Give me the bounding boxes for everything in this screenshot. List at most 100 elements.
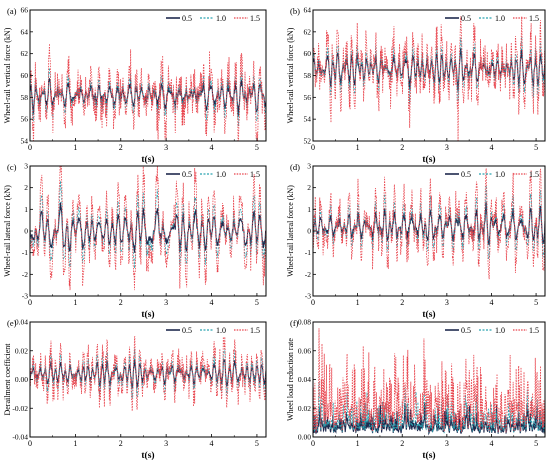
panel-label: (e)	[7, 318, 17, 328]
y-tick-label: 60	[21, 71, 29, 80]
x-tick-label: 4	[210, 143, 214, 152]
y-tick-label: 3	[307, 162, 311, 171]
legend-label: 1.5	[529, 14, 539, 23]
y-tick-label: 1	[307, 205, 311, 214]
x-tick-label: 2	[119, 143, 123, 152]
y-axis-label: Wheel-rail lateral force (kN)	[286, 185, 295, 277]
x-axis-label: t(s)	[422, 309, 435, 320]
x-tick-label: 3	[445, 143, 449, 152]
x-tick-label: 4	[210, 298, 214, 307]
y-tick-label: 62	[304, 27, 312, 36]
x-tick-label: 3	[445, 439, 449, 448]
legend-label: 1.0	[216, 170, 226, 179]
plot-frame	[29, 165, 267, 297]
x-tick-label: 2	[119, 439, 123, 448]
x-tick-label: 3	[164, 439, 168, 448]
y-tick-label: 64	[304, 6, 312, 15]
legend: 0.5 1.0 1.5	[166, 326, 260, 335]
y-tick-label: 0.02	[15, 346, 28, 355]
x-tick-label: 2	[400, 439, 404, 448]
legend-label: 0.5	[182, 326, 192, 335]
y-tick-label: 0.04	[15, 318, 28, 327]
y-tick-label: -0.04	[12, 433, 28, 442]
x-tick-label: 1	[73, 143, 77, 152]
y-tick-label: 58	[21, 93, 29, 102]
panel-a: 0 1 2 3 4 5 54 56 58 60 62 64 66 t(s) Wheel-rail verti…	[3, 6, 267, 165]
legend: 0.5 1.0 1.5	[166, 14, 260, 23]
legend-label: 1.5	[529, 326, 539, 335]
x-tick-label: 3	[445, 298, 449, 307]
legend-label: 1.0	[216, 326, 226, 335]
series-line-1-0	[30, 67, 266, 127]
y-tick-label: 0.06	[298, 346, 311, 355]
legend: 0.5 1.0 1.5	[445, 326, 539, 335]
panel-label: (d)	[290, 162, 300, 172]
legend-label: 1.0	[495, 326, 505, 335]
panel-f: 0 1 2 3 4 5 0.00 0.02 0.04 0.06 0.08 t(s) Wheel load…	[286, 318, 546, 461]
x-tick-label: 4	[489, 439, 493, 448]
y-tick-label: 58	[304, 71, 312, 80]
y-axis-label: Wheel load reduction rate	[286, 338, 295, 421]
series-line-1-5	[30, 43, 266, 141]
series-line-1-0	[30, 348, 266, 399]
y-tick-label: 54	[21, 137, 29, 146]
panel-e: 0 1 2 3 4 5 -0.04 -0.02 0.00 0.02 0.04 t(s) Derailme…	[3, 318, 267, 461]
x-tick-label: 2	[119, 298, 123, 307]
x-tick-label: 4	[489, 143, 493, 152]
x-tick-label: 0	[311, 143, 315, 152]
x-axis-label: t(s)	[422, 450, 435, 461]
legend: 0.5 1.0 1.5	[445, 170, 539, 179]
y-tick-label: -3	[22, 292, 28, 301]
y-tick-label: 52	[304, 137, 312, 146]
legend-label: 1.5	[250, 14, 260, 23]
panel-label: (b)	[290, 6, 300, 16]
x-tick-label: 1	[356, 143, 360, 152]
x-tick-label: 4	[210, 439, 214, 448]
x-tick-label: 5	[534, 298, 538, 307]
y-axis-label: Wheel-rail vertical force (kN)	[286, 27, 295, 123]
x-tick-label: 2	[400, 298, 404, 307]
y-tick-label: 0.00	[298, 433, 311, 442]
x-tick-label: 0	[311, 298, 315, 307]
x-tick-label: 4	[489, 298, 493, 307]
y-tick-label: -2	[22, 270, 28, 279]
x-tick-label: 1	[73, 439, 77, 448]
x-tick-label: 5	[255, 298, 259, 307]
y-tick-label: 64	[21, 27, 29, 36]
x-tick-label: 0	[28, 143, 32, 152]
x-tick-label: 5	[255, 143, 259, 152]
x-tick-label: 0	[28, 439, 32, 448]
legend-label: 0.5	[182, 14, 192, 23]
panel-c: 0 1 2 3 4 5 -3 -2 -1 0 1 2 3 t(s) Wheel-rail lateral f…	[3, 162, 267, 320]
x-tick-label: 0	[311, 439, 315, 448]
x-axis-label: t(s)	[422, 154, 435, 165]
panel-label: (c)	[7, 162, 17, 172]
y-tick-label: 2	[307, 183, 311, 192]
legend-label: 1.0	[216, 14, 226, 23]
x-tick-label: 3	[164, 298, 168, 307]
legend: 0.5 1.0 1.5	[166, 170, 260, 179]
legend-label: 1.0	[495, 14, 505, 23]
legend-label: 1.5	[250, 326, 260, 335]
series-line-1-5	[313, 328, 545, 433]
legend-label: 1.0	[495, 170, 505, 179]
legend-label: 0.5	[461, 14, 471, 23]
x-tick-label: 2	[400, 143, 404, 152]
y-tick-label: 0	[307, 227, 311, 236]
x-tick-label: 5	[534, 439, 538, 448]
y-tick-label: -2	[305, 270, 311, 279]
y-tick-label: 0.02	[298, 404, 311, 413]
y-axis-label: Wheel-rail vertical force (kN)	[3, 27, 12, 123]
y-tick-label: 3	[24, 162, 28, 171]
panel-label: (f)	[290, 318, 299, 328]
series-line-1-5	[313, 16, 545, 141]
y-tick-label: 56	[21, 115, 29, 124]
y-tick-label: 54	[304, 115, 312, 124]
y-tick-label: 0.08	[298, 318, 311, 327]
x-tick-label: 3	[164, 143, 168, 152]
panel-label: (a)	[7, 6, 17, 16]
y-tick-label: 66	[21, 6, 29, 15]
y-tick-label: -0.02	[12, 404, 28, 413]
legend: 0.5 1.0 1.5	[445, 14, 539, 23]
